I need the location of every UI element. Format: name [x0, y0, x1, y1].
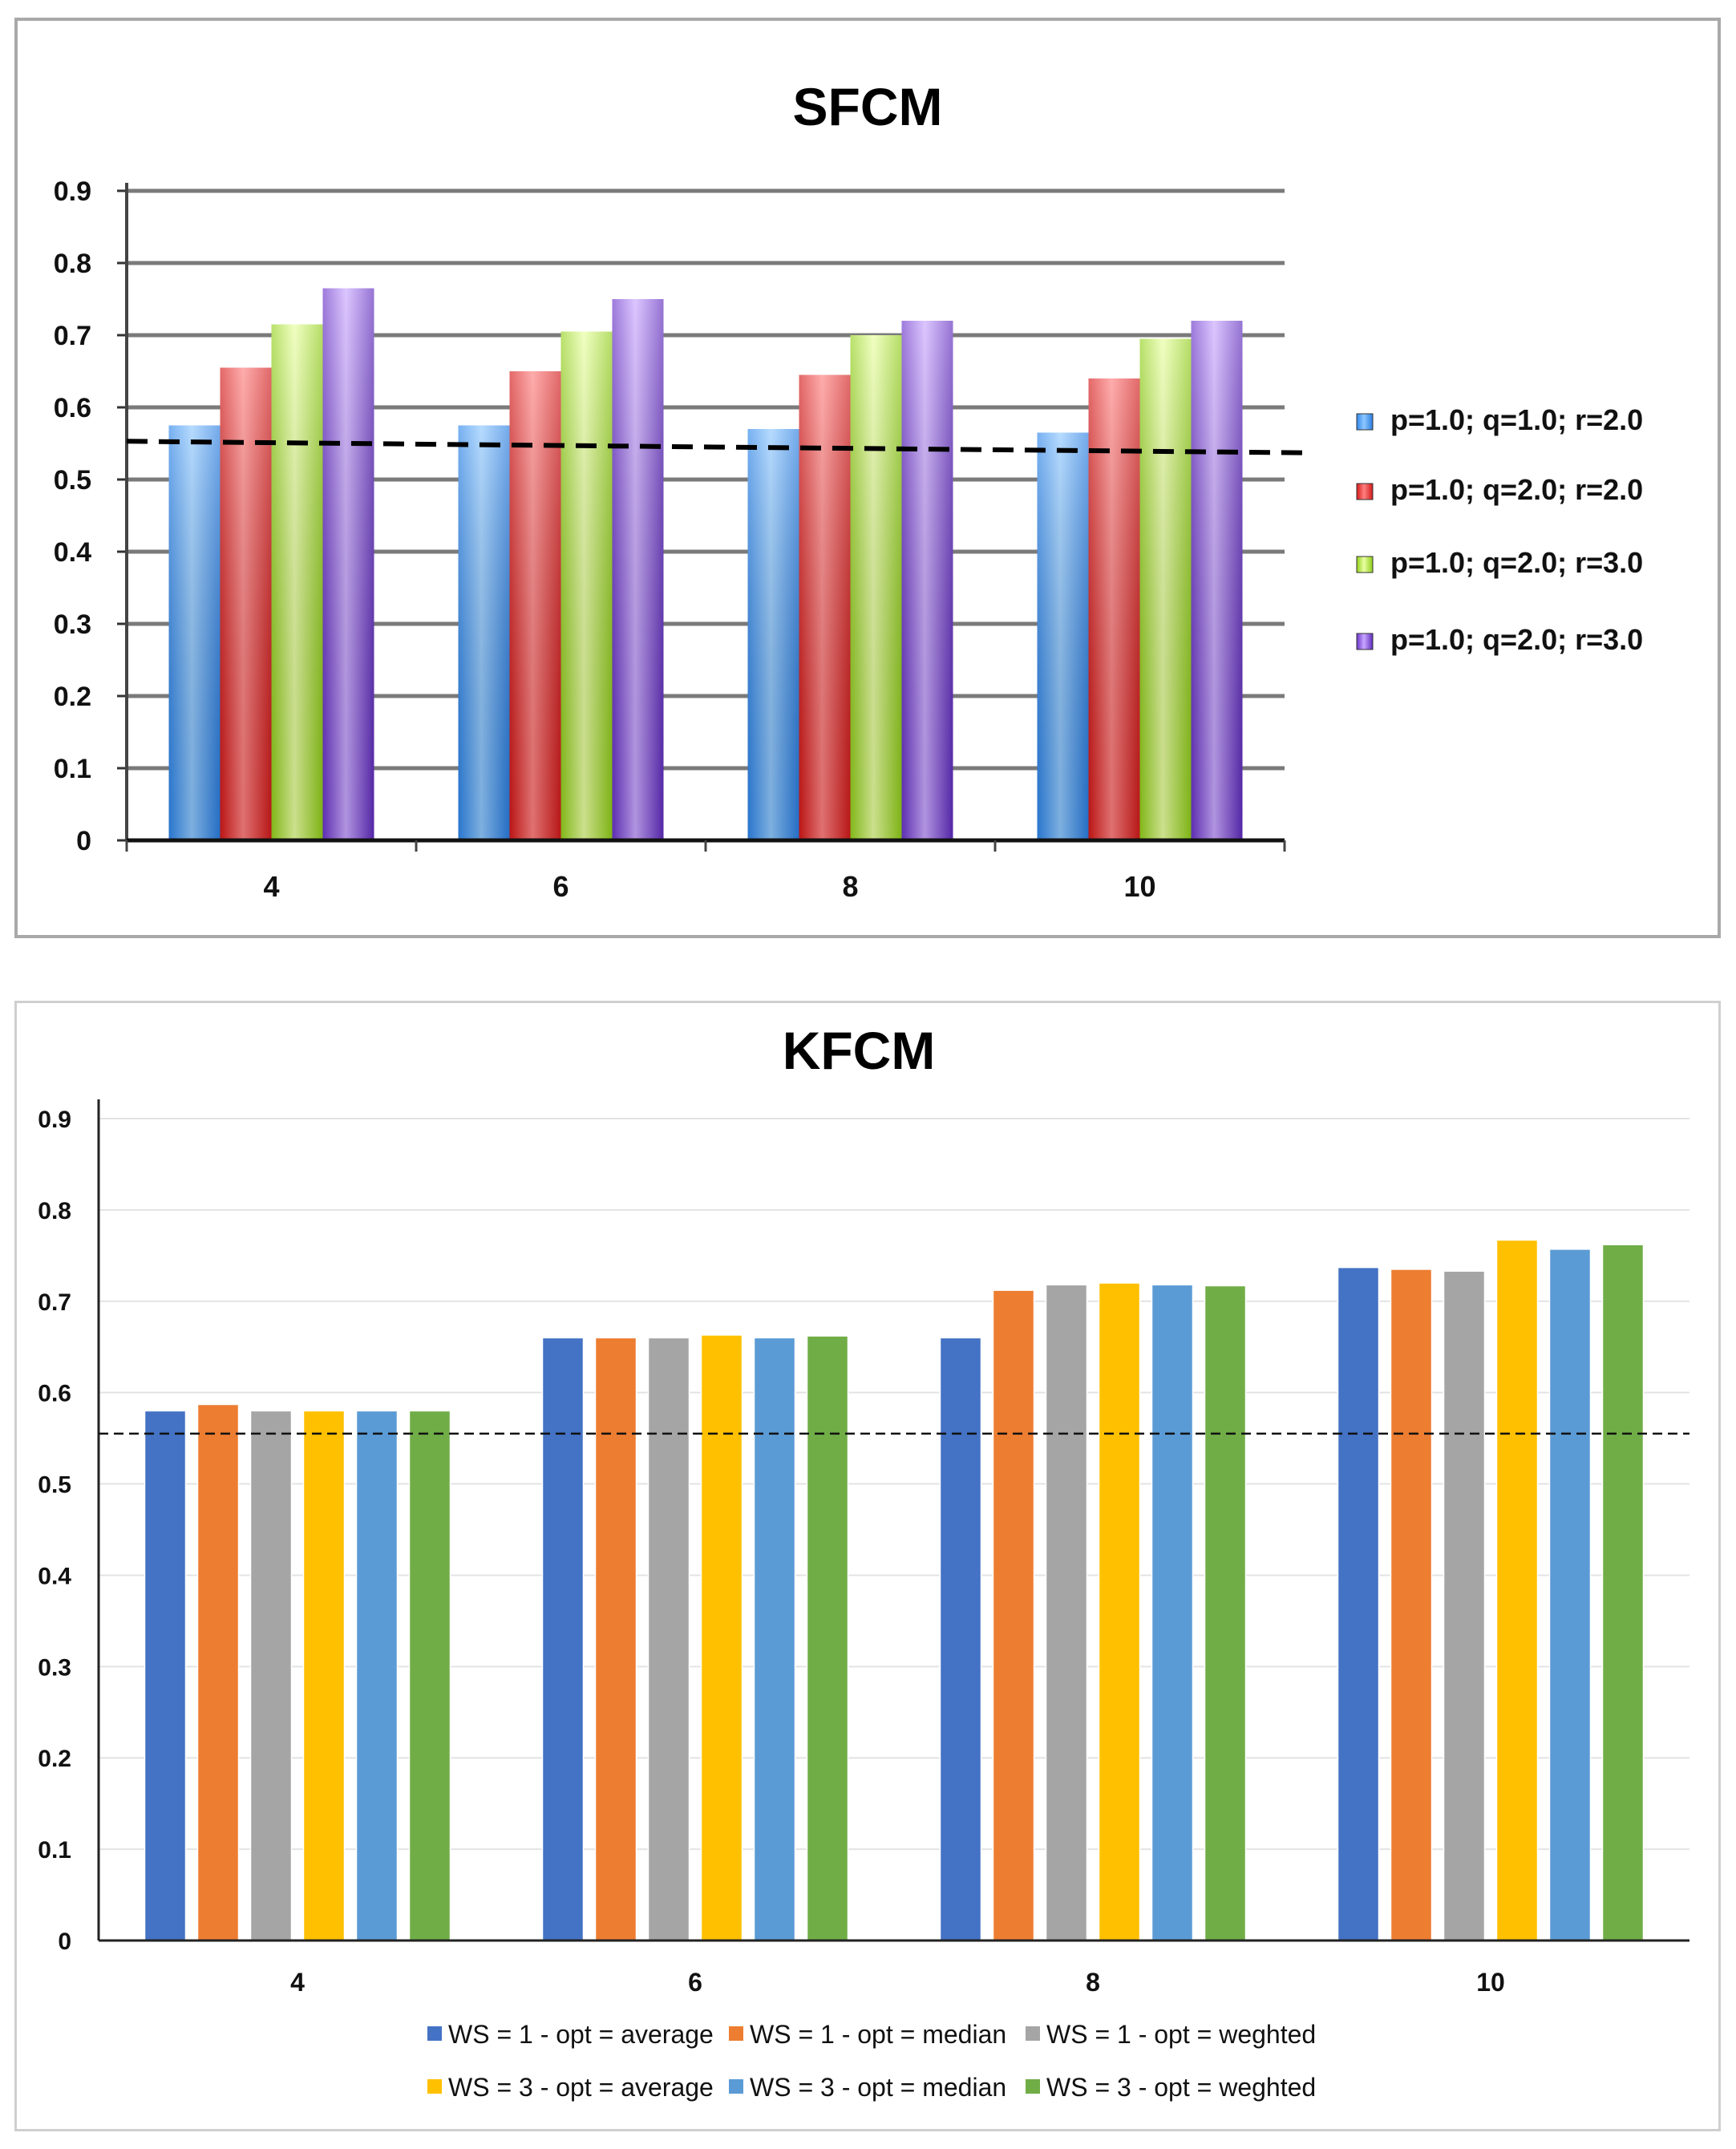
- sfcm-chart-panel: SFCM 0 0.1 0.2 0.3 0.4 0.5 0.6 0.7 0.8 0.9 4 6 8 10 …: [14, 18, 1721, 938]
- legend-label: WS = 1 - opt = weghted: [1046, 2020, 1316, 2049]
- y-tick-label: 0.6: [54, 393, 91, 423]
- bar: [1390, 1269, 1433, 1941]
- legend-label: WS = 3 - opt = average: [448, 2073, 714, 2102]
- chart-title: SFCM: [793, 77, 943, 136]
- legend-swatch: [1026, 2026, 1040, 2041]
- bar: [1443, 1270, 1486, 1941]
- legend-label: p=1.0; q=2.0; r=3.0: [1390, 623, 1643, 656]
- bar-shade: [509, 371, 561, 840]
- chart-title: KFCM: [783, 1021, 936, 1080]
- y-tick-label: 0.6: [38, 1381, 71, 1407]
- y-tick-label: 0.3: [38, 1654, 71, 1681]
- legend: p=1.0; q=1.0; r=2.0 p=1.0; q=2.0; r=2.0 p=…: [1356, 403, 1643, 656]
- x-tick-label: 4: [263, 870, 279, 903]
- bar: [992, 1289, 1035, 1941]
- bar: [355, 1410, 399, 1941]
- y-tick-label: 0.8: [54, 249, 91, 279]
- bar: [1204, 1285, 1247, 1941]
- bar-shade: [271, 324, 323, 840]
- bar-shade: [901, 321, 953, 840]
- y-tick-label: 0.1: [54, 754, 91, 784]
- y-tick-label: 0.3: [54, 609, 91, 640]
- x-tick-label: 8: [1086, 1968, 1100, 1997]
- bar: [594, 1337, 637, 1941]
- sfcm-chart: SFCM 00.10.20.30.40.50.60.70.80.9 4 6 8 10 …: [54, 77, 1643, 903]
- bar: [1045, 1284, 1088, 1941]
- y-tick-label: 0.9: [38, 1107, 71, 1133]
- bar-shade: [1191, 321, 1243, 840]
- bar-shade: [322, 288, 374, 840]
- bar: [144, 1410, 187, 1941]
- legend-swatch: [427, 2026, 442, 2041]
- legend-label: WS = 3 - opt = weghted: [1046, 2073, 1316, 2102]
- bar: [1548, 1249, 1592, 1941]
- legend-label: WS = 3 - opt = median: [750, 2073, 1006, 2102]
- bar: [1601, 1244, 1645, 1941]
- legend-swatch: [729, 2079, 743, 2094]
- kfcm-chart-panel: KFCM 0 0.1 0.2 0.3 0.4 0.5 0.6 0.7 0.8 0.9 4 6 8 10 …: [14, 1001, 1721, 2131]
- legend-label: p=1.0; q=1.0; r=2.0: [1390, 403, 1643, 436]
- legend-swatch: [1356, 483, 1374, 500]
- bar-shade: [1088, 378, 1140, 840]
- legend-label: WS = 1 - opt = average: [448, 2020, 714, 2049]
- y-tick-label: 0: [76, 826, 91, 856]
- legend: WS = 1 - opt = average WS = 1 - opt = med…: [427, 2020, 1316, 2102]
- bar: [647, 1337, 690, 1941]
- bar: [541, 1337, 585, 1941]
- bar: [196, 1403, 240, 1941]
- bar: [1151, 1284, 1194, 1941]
- x-tick-label: 10: [1476, 1968, 1505, 1997]
- bar: [806, 1335, 849, 1941]
- bar: [302, 1410, 346, 1941]
- bar: [1098, 1282, 1141, 1941]
- bar: [408, 1410, 451, 1941]
- x-tick-label: 4: [290, 1968, 305, 1997]
- reference-line: [126, 439, 1308, 455]
- y-tick-label: 0.4: [54, 537, 91, 568]
- legend-swatch: [1356, 633, 1374, 650]
- bar-shade: [168, 425, 221, 840]
- legend-swatch: [1356, 413, 1374, 431]
- y-tick-label: 0.1: [38, 1837, 71, 1864]
- bar-shade: [799, 374, 851, 840]
- y-tick-label: 0.2: [54, 682, 91, 712]
- bar: [249, 1410, 293, 1941]
- bar-shade: [560, 331, 613, 840]
- y-tick-label: 0.2: [38, 1746, 71, 1772]
- bar-shade: [747, 429, 799, 840]
- x-tick-label: 6: [552, 870, 569, 903]
- y-tick-label: 0.7: [54, 321, 91, 351]
- y-tick-label: 0.5: [38, 1472, 71, 1499]
- y-tick-label: 0.5: [54, 465, 91, 496]
- legend-label: p=1.0; q=2.0; r=2.0: [1390, 473, 1643, 506]
- legend-swatch: [729, 2026, 743, 2041]
- legend-label: WS = 1 - opt = median: [750, 2020, 1006, 2049]
- x-tick-label: 6: [688, 1968, 702, 1997]
- bar-shade: [1139, 338, 1192, 840]
- y-tick-label: 0.7: [38, 1289, 71, 1316]
- bar: [700, 1334, 743, 1941]
- bar-shade: [612, 299, 664, 840]
- x-tick-label: 10: [1123, 870, 1155, 903]
- legend-swatch: [1026, 2079, 1040, 2094]
- bar-shade: [850, 335, 902, 840]
- legend-swatch: [427, 2079, 442, 2094]
- bar: [939, 1337, 982, 1941]
- bar-shade: [1037, 432, 1089, 840]
- bar-shade: [220, 367, 272, 840]
- bar: [1337, 1266, 1380, 1941]
- legend-swatch: [1356, 556, 1374, 573]
- y-tick-label: 0: [58, 1928, 71, 1955]
- bar: [1495, 1239, 1539, 1941]
- y-tick-label: 0.4: [38, 1563, 71, 1589]
- legend-label: p=1.0; q=2.0; r=3.0: [1390, 546, 1643, 579]
- y-tick-label: 0.9: [54, 176, 91, 207]
- bar: [753, 1337, 796, 1941]
- bar-shade: [458, 425, 510, 840]
- y-tick-label: 0.8: [38, 1198, 71, 1224]
- kfcm-chart: KFCM 00.10.20.30.40.50.60.70.80.9 4 6 8 10 …: [38, 1021, 1689, 2102]
- x-tick-label: 8: [842, 870, 858, 903]
